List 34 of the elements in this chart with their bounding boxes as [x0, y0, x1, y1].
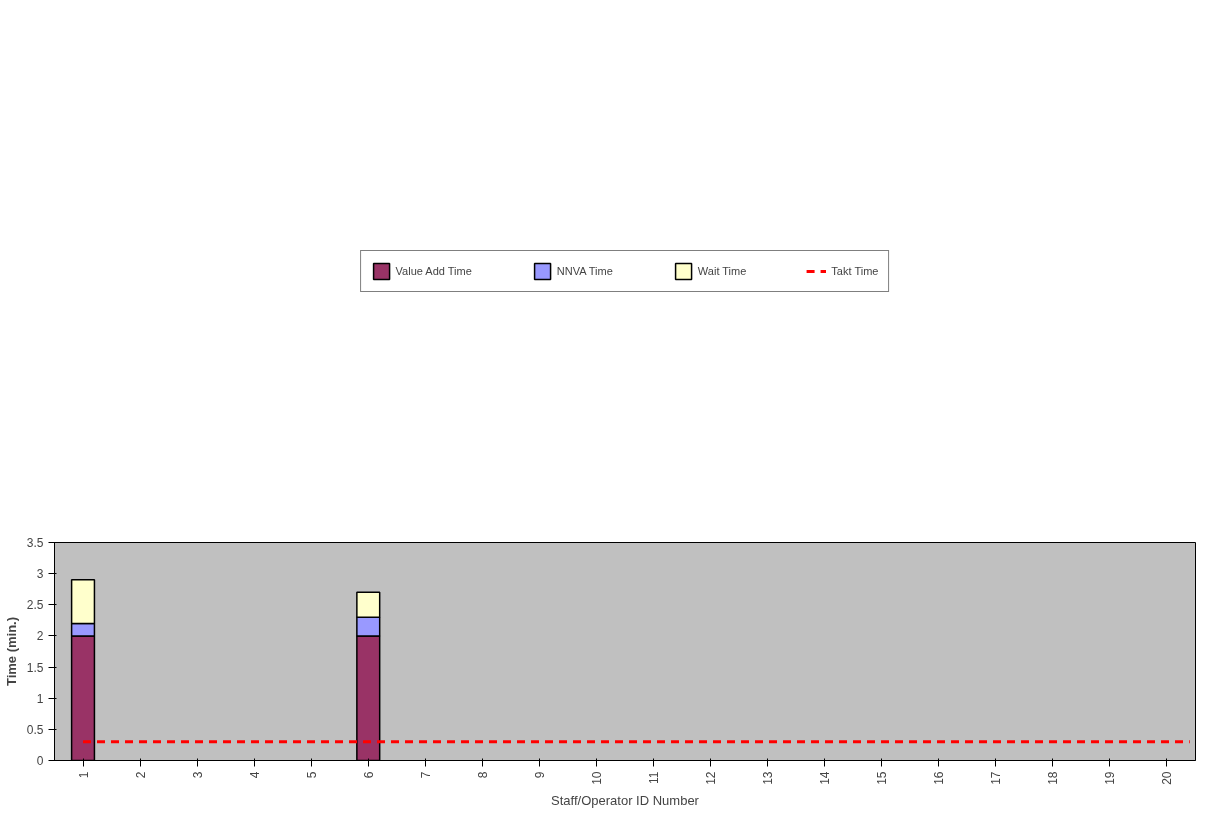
x-tick-label: 1 [76, 771, 91, 779]
x-tick-label: 3 [190, 771, 205, 779]
y-tick-label: 1 [36, 691, 44, 706]
x-tick-label: 4 [247, 771, 262, 779]
x-tick-label: 8 [475, 771, 490, 779]
y-tick-label: 1.5 [26, 660, 44, 675]
x-tick-label: 6 [361, 771, 376, 779]
y-tick-label: 0.5 [26, 722, 44, 737]
x-tick-label: 9 [532, 771, 547, 779]
legend-label: NNVA Time [556, 265, 613, 277]
x-tick-label: 7 [418, 771, 433, 779]
legend-label: Wait Time [697, 265, 747, 277]
legend-label: Takt Time [831, 265, 879, 277]
x-axis-title: Staff/Operator ID Number [551, 792, 700, 808]
x-tick-label: 20 [1160, 771, 1175, 785]
y-tick-label: 2 [36, 629, 44, 644]
x-tick-label: 2 [133, 771, 148, 779]
x-tick-label: 16 [932, 771, 947, 785]
legend-label: Value Add Time [395, 265, 472, 277]
y-tick-label: 3.5 [26, 536, 44, 550]
x-tick-label: 12 [704, 771, 719, 785]
x-tick-label: 13 [761, 771, 776, 785]
x-tick-label: 11 [647, 771, 662, 784]
x-tick-label: 19 [1103, 771, 1118, 785]
x-tick-label: 5 [304, 771, 319, 779]
x-tick-label: 14 [818, 771, 833, 785]
x-tick-label: 18 [1046, 771, 1061, 785]
y-tick-label: 0 [36, 754, 44, 768]
x-tick-label: 15 [875, 771, 890, 785]
y-tick-label: 3 [36, 567, 44, 582]
x-tick-label: 17 [989, 771, 1004, 785]
y-axis-title: Time (min.) [3, 616, 19, 687]
y-tick-label: 2.5 [26, 598, 44, 613]
x-tick-label: 10 [589, 771, 604, 785]
